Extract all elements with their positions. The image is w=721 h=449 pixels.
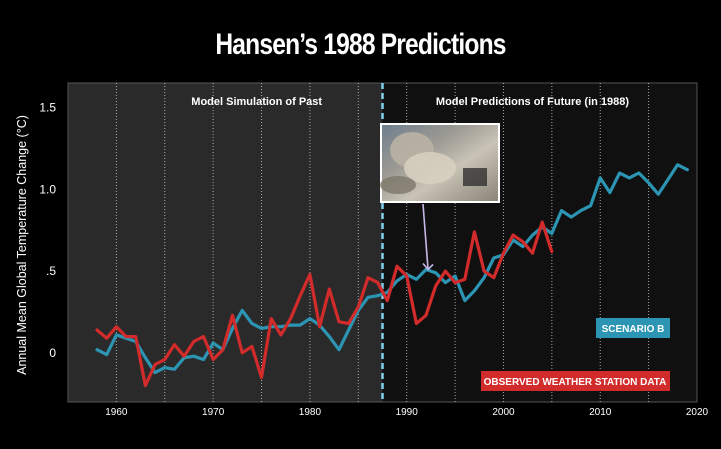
x-tick-label: 2010	[589, 407, 612, 418]
x-tick-label: 1970	[202, 407, 225, 418]
photo-caption-block	[463, 168, 487, 186]
grid-lines	[115, 83, 650, 402]
y-tick-label: 1.0	[39, 182, 56, 196]
y-tick-labels: 0 .5 1.0 1.5	[39, 101, 56, 360]
y-tick-label: 0	[49, 346, 56, 360]
ash-cloud	[404, 152, 456, 184]
legend: SCENARIO B OBSERVED WEATHER STATION DATA	[481, 318, 670, 391]
region-label-future: Model Predictions of Future (in 1988)	[436, 96, 629, 108]
series-lines	[95, 163, 689, 388]
y-tick-label: .5	[46, 264, 56, 278]
smoke-base	[380, 176, 416, 194]
observed-line	[95, 220, 554, 388]
legend-scenario-b	[596, 318, 670, 338]
region-label-past: Model Simulation of Past	[191, 96, 322, 108]
inset-pointer-head	[422, 262, 434, 271]
eruption-photo-inset	[380, 123, 500, 271]
region-labels: Model Simulation of Past Model Predictio…	[191, 96, 629, 108]
x-tick-label: 1960	[105, 407, 128, 418]
x-tick-label: 2020	[686, 407, 709, 418]
legend-scenario-b-label: SCENARIO B	[602, 324, 665, 335]
panel-past	[68, 83, 383, 402]
x-tick-labels: 1960 1970 1980 1990 2000 2010 2020	[105, 407, 708, 418]
x-tick-label: 1990	[396, 407, 419, 418]
x-tick-label: 1980	[299, 407, 322, 418]
legend-observed	[481, 371, 670, 391]
inset-pointer-arrow	[422, 203, 429, 270]
legend-observed-label: OBSERVED WEATHER STATION DATA	[484, 377, 667, 388]
chart-title: Hansen’s 1988 Predictions	[215, 28, 506, 61]
x-tick-label: 2000	[492, 407, 515, 418]
y-tick-label: 1.5	[39, 101, 56, 115]
